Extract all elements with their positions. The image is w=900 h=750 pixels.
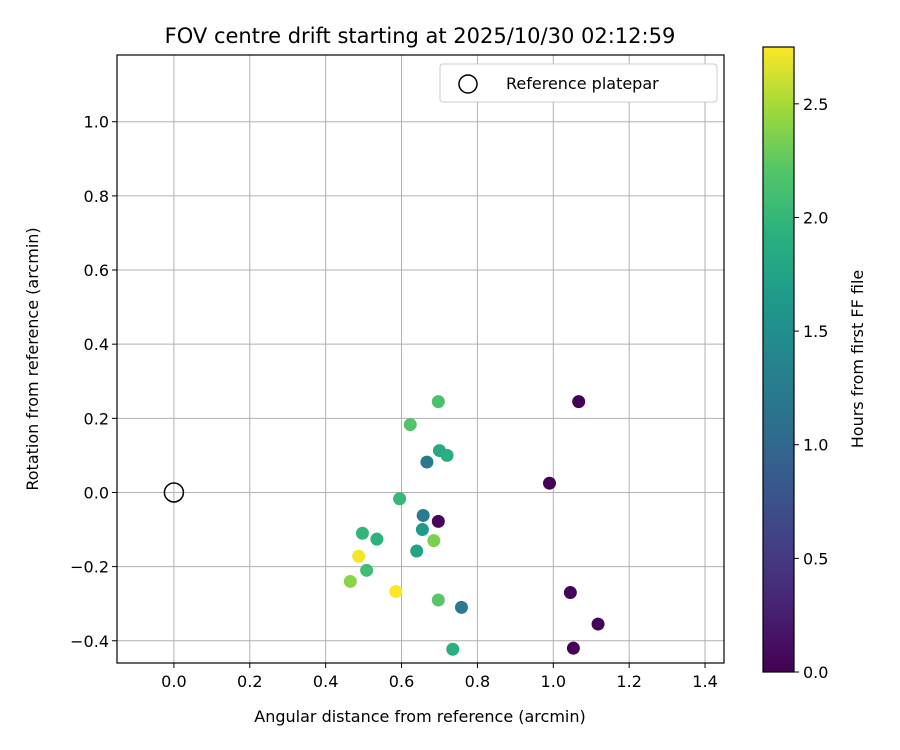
x-tick-label: 1.4 — [692, 672, 717, 691]
x-axis-ticks: 0.0 0.2 0.4 0.6 0.8 1.0 1.2 1.4 — [161, 663, 718, 691]
scatter-point — [454, 600, 468, 614]
scatter-point — [563, 586, 577, 600]
y-tick-label: 0.4 — [84, 335, 109, 354]
plot-frame — [116, 54, 725, 664]
scatter-point — [542, 476, 556, 490]
y-tick-label: 0.2 — [84, 409, 109, 428]
scatter-point — [446, 642, 460, 656]
x-tick-label: 1.0 — [541, 672, 566, 691]
colorbar-tick-label: 1.5 — [803, 322, 828, 341]
scatter-point — [403, 418, 417, 432]
y-axis-ticks: −0.4 −0.2 0.0 0.2 0.4 0.6 0.8 1.0 — [70, 113, 117, 651]
scatter-point — [431, 395, 445, 409]
y-tick-label: 1.0 — [84, 113, 109, 132]
colorbar-tick-label: 0.0 — [803, 663, 828, 682]
colorbar: 0.0 0.5 1.0 1.5 2.0 2.5 Hours from first FF f… — [762, 46, 867, 682]
scatter-point — [416, 508, 430, 522]
y-tick-label: 0.6 — [84, 261, 109, 280]
scatter-point — [393, 492, 407, 506]
x-tick-label: 0.8 — [465, 672, 490, 691]
y-axis-title: Rotation from reference (arcmin) — [23, 227, 42, 490]
scatter-point — [415, 523, 429, 537]
scatter-point — [431, 514, 445, 528]
legend-box — [439, 63, 718, 103]
x-tick-label: 1.2 — [616, 672, 641, 691]
scatter-point — [420, 455, 434, 469]
scatter-point — [440, 448, 454, 462]
scatter-points — [343, 395, 605, 656]
colorbar-label: Hours from first FF file — [848, 270, 867, 449]
scatter-point — [360, 563, 374, 577]
y-tick-label: 0.8 — [84, 187, 109, 206]
x-tick-label: 0.0 — [161, 672, 186, 691]
grid — [117, 55, 724, 663]
colorbar-tick-label: 1.0 — [803, 436, 828, 455]
x-axis-title: Angular distance from reference (arcmin) — [254, 707, 585, 726]
scatter-point — [566, 641, 580, 655]
legend: Reference platepar — [439, 63, 718, 103]
scatter-point — [431, 593, 445, 607]
chart-title: FOV centre drift starting at 2025/10/30 … — [165, 24, 676, 48]
scatter-point — [355, 526, 369, 540]
plot-area: 0.0 0.2 0.4 0.6 0.8 1.0 1.2 1.4 −0.4−0.20.00.20… — [70, 54, 725, 691]
scatter-point — [343, 574, 357, 588]
x-tick-label: 0.4 — [313, 672, 338, 691]
y-tick-label: −0.4 — [70, 632, 109, 651]
colorbar-ticks: 0.0 0.5 1.0 1.5 2.0 2.5 — [794, 95, 828, 682]
scatter-point — [410, 544, 424, 558]
colorbar-tick-label: 2.0 — [803, 208, 828, 227]
colorbar-gradient — [762, 46, 795, 673]
x-tick-label: 0.6 — [389, 672, 414, 691]
x-tick-label: 0.2 — [237, 672, 262, 691]
y-tick-label: 0.0 — [84, 483, 109, 502]
scatter-point — [427, 534, 441, 548]
legend-label-reference: Reference platepar — [506, 74, 659, 93]
y-tick-label: −0.2 — [70, 558, 109, 577]
scatter-point — [352, 549, 366, 563]
colorbar-tick-label: 2.5 — [803, 95, 828, 114]
scatter-point — [370, 532, 384, 546]
legend-reference-marker — [458, 74, 478, 94]
scatter-point — [389, 584, 403, 598]
reference-marker-group — [163, 482, 185, 503]
colorbar-tick-label: 0.5 — [803, 549, 828, 568]
scatter-point — [572, 395, 586, 409]
reference-marker — [163, 482, 185, 503]
scatter-point — [591, 617, 605, 631]
